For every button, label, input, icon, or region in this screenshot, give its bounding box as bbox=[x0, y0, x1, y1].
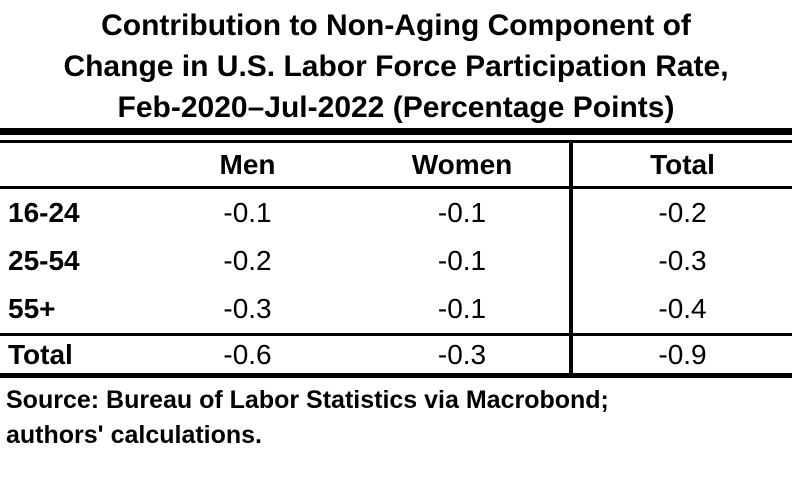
row-label: 16-24 bbox=[8, 196, 80, 228]
data-table: Men Women Total 16-24 -0.1 -0.1 -0.2 25-… bbox=[0, 140, 792, 378]
cell-total: -0.4 bbox=[569, 285, 792, 336]
cell-women: -0.1 bbox=[437, 245, 487, 276]
cell-women: -0.1 bbox=[437, 196, 487, 228]
title-line-2: Change in U.S. Labor Force Participation… bbox=[63, 50, 729, 83]
column-header-total: Total bbox=[569, 141, 792, 189]
cell-total: -0.9 bbox=[569, 334, 792, 376]
header-row: Men Women Total bbox=[0, 141, 792, 189]
cell-men: -0.3 bbox=[140, 285, 355, 336]
column-header-women: Women bbox=[355, 141, 571, 189]
title-line-1: Contribution to Non-Aging Component of bbox=[101, 9, 691, 42]
source-line-2: authors' calculations. bbox=[6, 421, 263, 449]
cell-total: -0.3 bbox=[569, 236, 792, 286]
table-row-total: Total -0.6 -0.3 -0.9 bbox=[0, 334, 792, 376]
row-label: Total bbox=[8, 338, 73, 370]
source-line-1: Source: Bureau of Labor Statistics via M… bbox=[6, 386, 609, 414]
title-line-3: Feb-2020–Jul-2022 (Percentage Points) bbox=[117, 91, 675, 124]
source-note: Source: Bureau of Labor Statistics via M… bbox=[0, 383, 792, 453]
cell-total: -0.2 bbox=[569, 187, 792, 237]
table-row-16-24: 16-24 -0.1 -0.1 -0.2 bbox=[0, 187, 792, 237]
cell-men: -0.6 bbox=[223, 338, 272, 370]
cell-women: -0.1 bbox=[355, 285, 571, 336]
figure-title: Contribution to Non-Aging Component of C… bbox=[0, 0, 792, 128]
table-row-55plus: 55+ -0.3 -0.1 -0.4 bbox=[0, 285, 792, 336]
corner-cell bbox=[0, 141, 140, 189]
row-label: 55+ bbox=[0, 285, 140, 336]
table-row-25-54: 25-54 -0.2 -0.1 -0.3 bbox=[0, 236, 792, 286]
cell-men: -0.1 bbox=[223, 196, 272, 228]
cell-women: -0.3 bbox=[437, 338, 487, 370]
column-header-men: Men bbox=[140, 141, 355, 189]
top-thick-rule bbox=[0, 128, 792, 135]
row-label: 25-54 bbox=[8, 245, 80, 276]
cell-men: -0.2 bbox=[223, 245, 272, 276]
